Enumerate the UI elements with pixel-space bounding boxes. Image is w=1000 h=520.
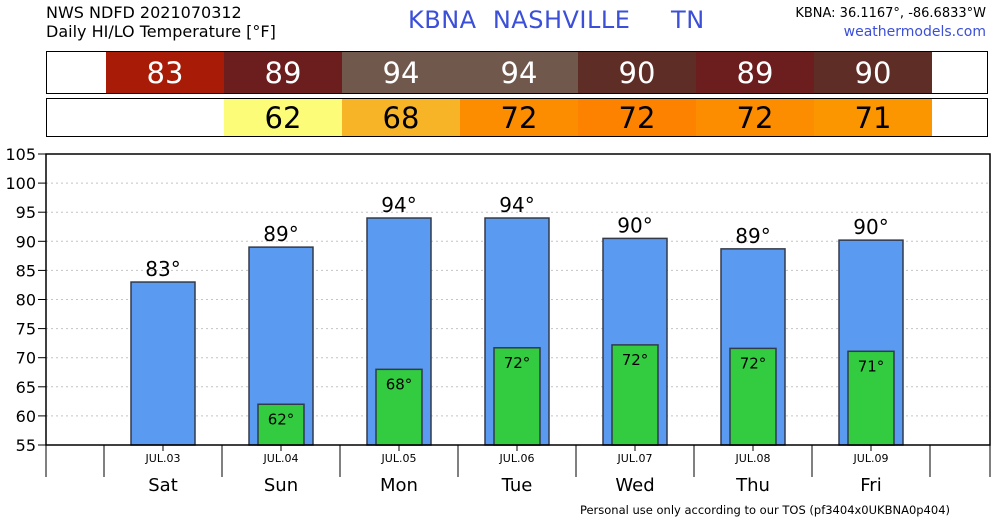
- low-temp-cell: 62: [224, 99, 342, 136]
- high-temp-pad-right: [932, 52, 987, 93]
- x-date-label: JUL.06: [499, 452, 535, 465]
- plot-frame: [45, 153, 991, 446]
- header-info: NWS NDFD 2021070312 Daily HI/LO Temperat…: [46, 3, 276, 41]
- x-day-label: Sun: [264, 475, 298, 496]
- station-title: KBNA NASHVILLE TN: [408, 6, 705, 34]
- product-label: Daily HI/LO Temperature [°F]: [46, 22, 276, 41]
- x-date-label: JUL.04: [263, 452, 299, 465]
- high-temp-bar: [130, 281, 196, 446]
- y-tick-label: 75: [16, 320, 36, 339]
- y-tick-label: 65: [16, 378, 36, 397]
- high-temp-cell: 89: [696, 52, 814, 93]
- low-temp-cell: 71: [814, 99, 932, 136]
- high-temp-cell: 90: [814, 52, 932, 93]
- x-day-label: Wed: [615, 475, 654, 496]
- high-temp-label: 83°: [145, 257, 180, 281]
- low-temp-label: 71°: [858, 357, 885, 375]
- low-temp-cell: [106, 99, 224, 136]
- high-temp-cell: 94: [342, 52, 460, 93]
- low-temp-strip: 62 68 72 72 72 71: [46, 98, 988, 137]
- low-temp-bar: [611, 344, 659, 446]
- x-date-label: JUL.05: [381, 452, 417, 465]
- low-temp-cell: 68: [342, 99, 460, 136]
- high-temp-label: 94°: [381, 193, 416, 217]
- y-tick-label: 90: [16, 232, 36, 251]
- low-temp-label: 72°: [740, 354, 767, 372]
- high-temp-pad-left: [47, 52, 106, 93]
- y-tick-label: 95: [16, 203, 36, 222]
- x-day-label: Tue: [501, 475, 533, 496]
- low-temp-bar: [375, 368, 423, 446]
- high-temp-label: 90°: [853, 215, 888, 239]
- low-temp-pad-left: [47, 99, 106, 136]
- x-date-label: JUL.08: [735, 452, 771, 465]
- y-tick-label: 85: [16, 261, 36, 280]
- high-temp-cell: 89: [224, 52, 342, 93]
- high-temp-label: 94°: [499, 193, 534, 217]
- x-date-label: JUL.07: [617, 452, 653, 465]
- low-temp-label: 72°: [504, 354, 531, 372]
- x-day-label: Thu: [735, 475, 770, 496]
- high-temp-label: 89°: [263, 222, 298, 246]
- low-temp-label: 68°: [386, 375, 413, 393]
- low-temp-label: 62°: [268, 410, 295, 428]
- low-temp-cell: 72: [578, 99, 696, 136]
- high-temp-cell: 83: [106, 52, 224, 93]
- x-day-label: Sat: [148, 475, 178, 496]
- low-temp-cell: 72: [460, 99, 578, 136]
- y-tick-label: 70: [16, 349, 36, 368]
- low-temp-bar: [493, 347, 541, 446]
- x-date-label: JUL.03: [145, 452, 181, 465]
- x-day-label: Fri: [860, 475, 881, 496]
- high-temp-cell: 90: [578, 52, 696, 93]
- low-temp-cell: 72: [696, 99, 814, 136]
- high-temp-label: 90°: [617, 213, 652, 237]
- header-right: KBNA: 36.1167°, -86.6833°W weathermodels…: [795, 4, 986, 42]
- y-tick-label: 55: [16, 436, 36, 455]
- x-day-label: Mon: [380, 475, 418, 496]
- y-tick-label: 100: [5, 174, 36, 193]
- temperature-chart: 55 60 65 70 75 80 85 90 95 100 105 83° JUL.03 Sat 89° 6…: [5, 146, 991, 496]
- footer-note: Personal use only according to our TOS (…: [579, 503, 950, 517]
- y-tick-label: 60: [16, 407, 36, 426]
- low-temp-label: 72°: [622, 351, 649, 369]
- low-temp-pad-right: [932, 99, 987, 136]
- x-date-label: JUL.09: [853, 452, 889, 465]
- low-temp-bar: [847, 350, 895, 446]
- high-temp-strip: 83 89 94 94 90 89 90: [46, 51, 988, 94]
- y-tick-label: 80: [16, 291, 36, 310]
- high-temp-cell: 94: [460, 52, 578, 93]
- site-link[interactable]: weathermodels.com: [843, 24, 986, 40]
- model-run-label: NWS NDFD 2021070312: [46, 3, 242, 22]
- y-tick-label: 105: [5, 146, 36, 164]
- coordinates-label: KBNA: 36.1167°, -86.6833°W: [795, 6, 986, 21]
- high-temp-label: 89°: [735, 224, 770, 248]
